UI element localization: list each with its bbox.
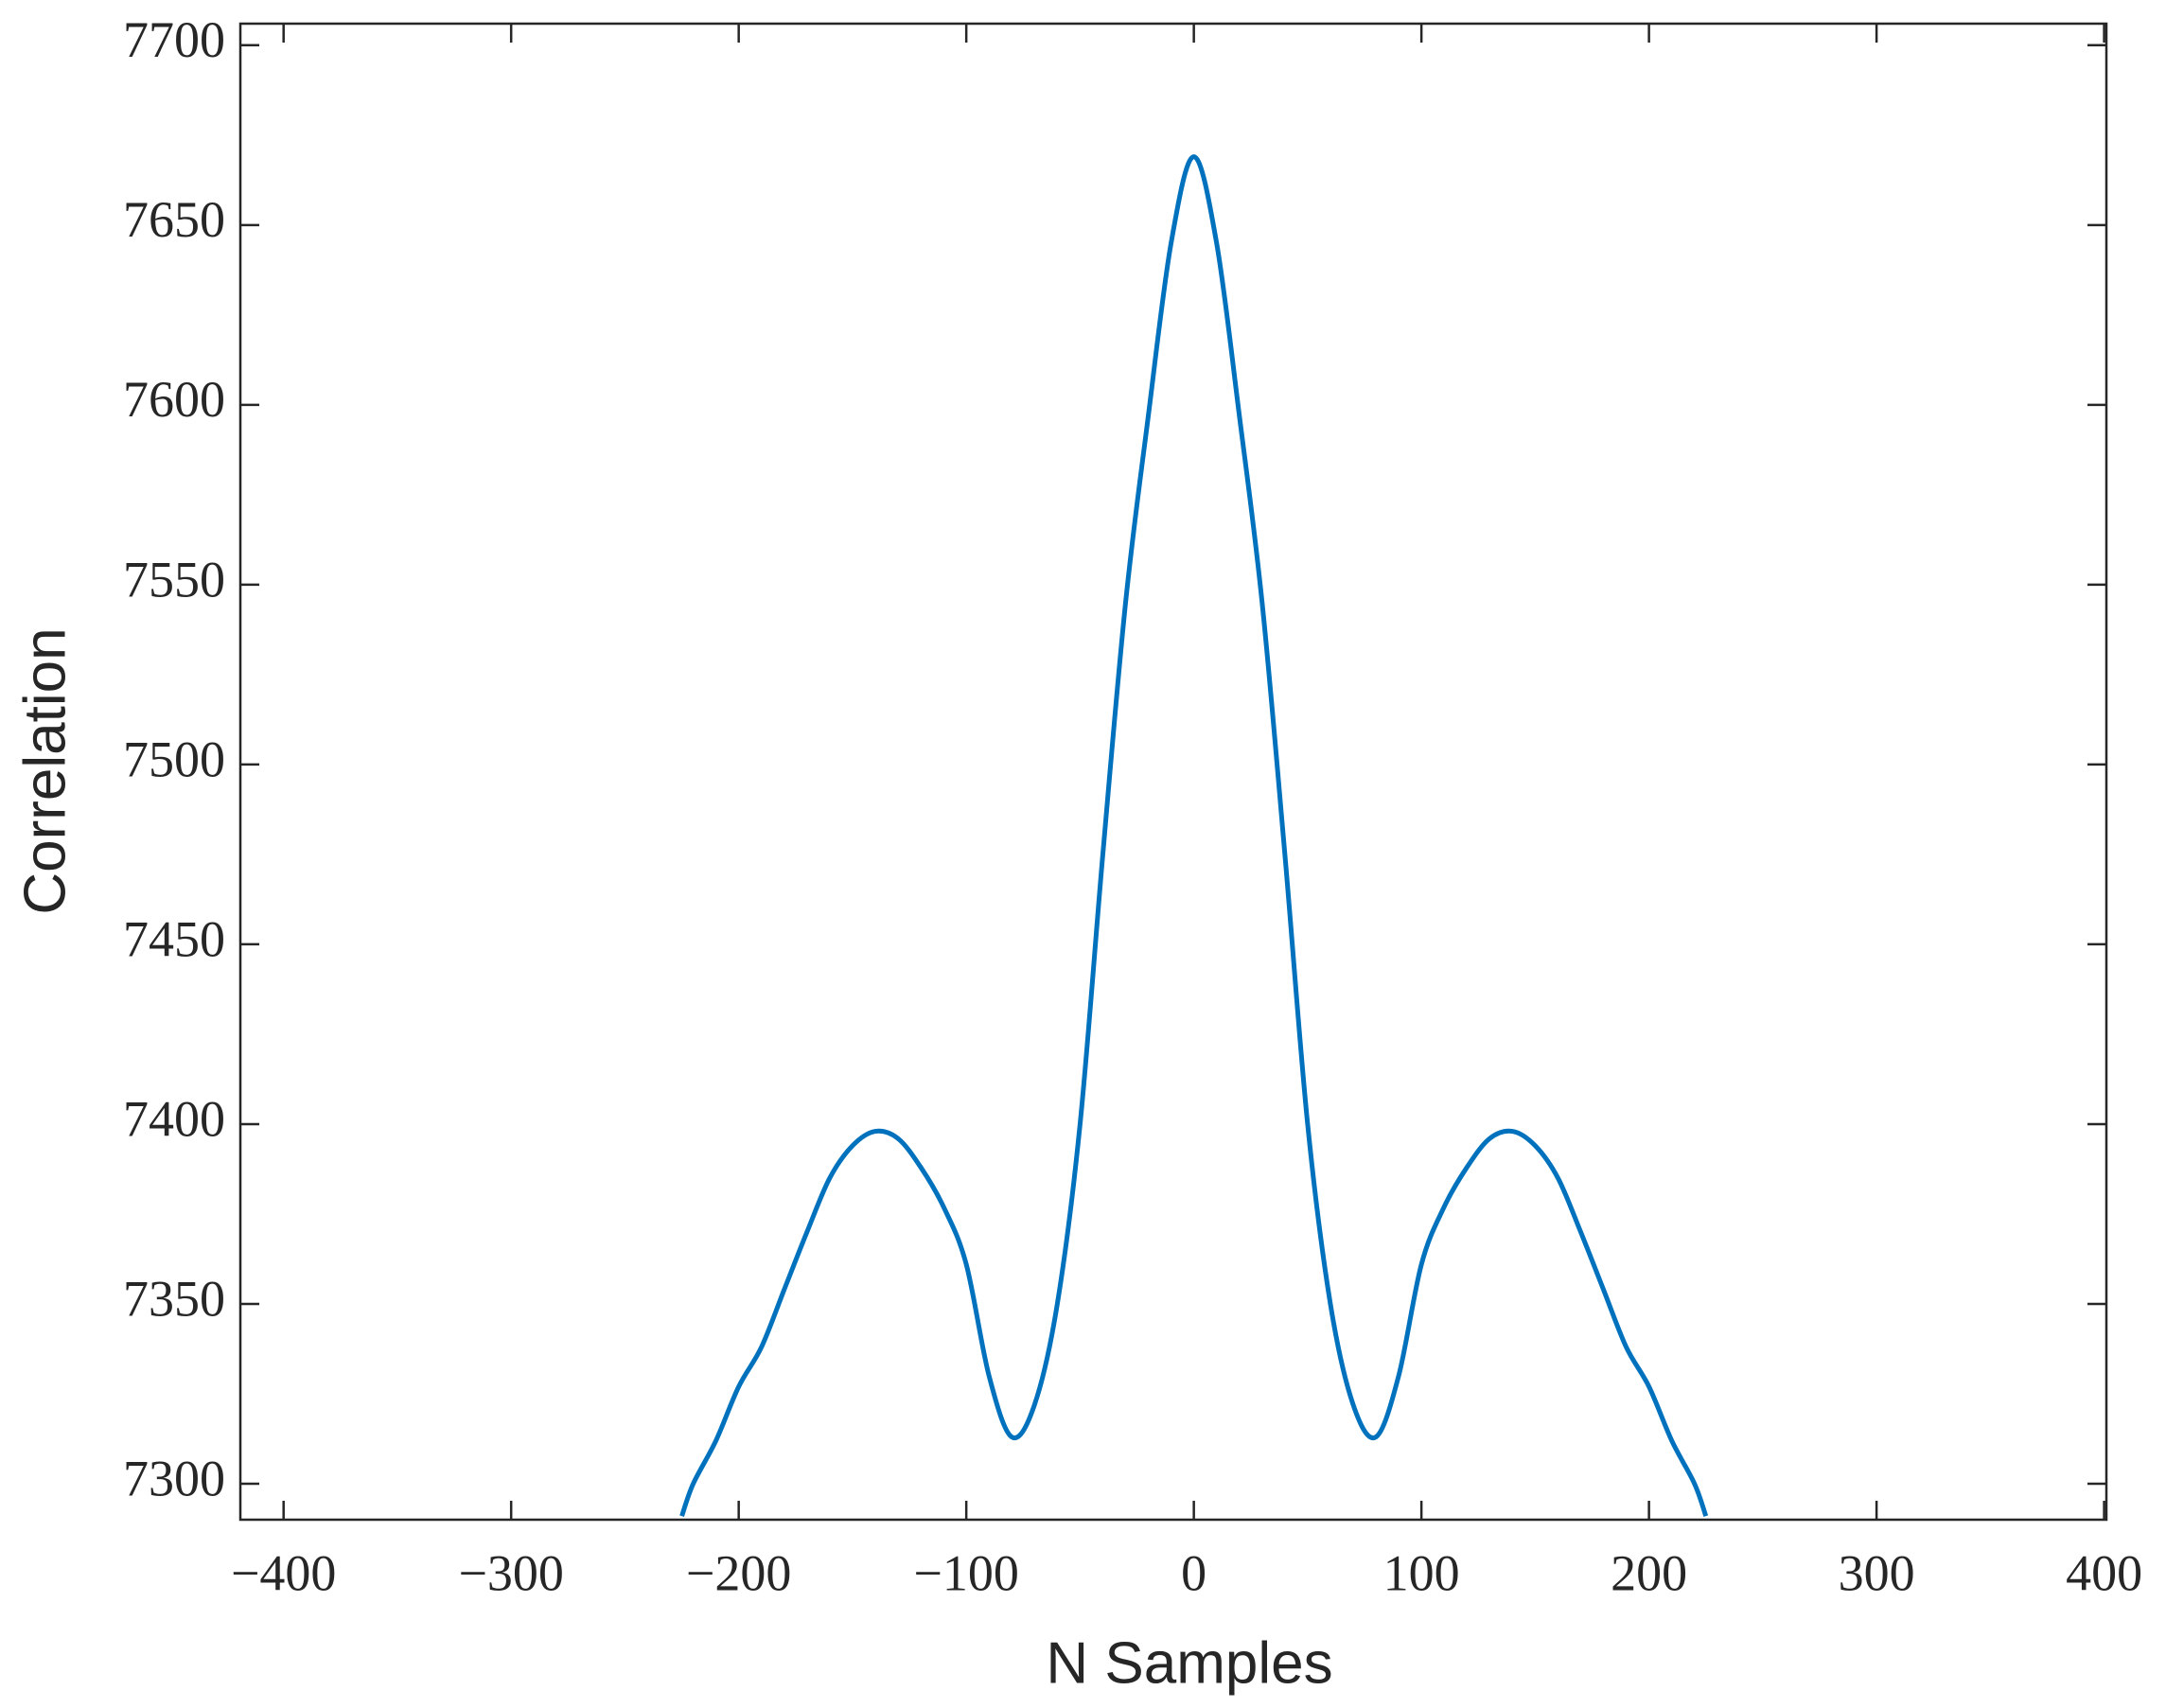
y-tick-label: 7450 xyxy=(123,910,225,967)
x-tick-label: 100 xyxy=(1383,1544,1460,1601)
data-line xyxy=(679,154,1709,1518)
y-tick-label: 7650 xyxy=(123,191,225,248)
x-tick-label: 300 xyxy=(1839,1544,1915,1601)
axes-box xyxy=(238,22,2108,1522)
x-tick-label: −200 xyxy=(686,1544,791,1601)
x-tick-label: 400 xyxy=(2066,1544,2142,1601)
x-tick-label: 200 xyxy=(1611,1544,1687,1601)
y-tick-label: 7600 xyxy=(123,371,225,428)
x-tick-label: −100 xyxy=(913,1544,1018,1601)
x-axis-label: N Samples xyxy=(1046,1630,1332,1696)
y-tick-label: 7700 xyxy=(123,11,225,68)
x-tick-label: −300 xyxy=(458,1544,563,1601)
y-tick-label: 7400 xyxy=(123,1090,225,1147)
y-axis-label: Correlation xyxy=(12,627,78,914)
y-tick-label: 7350 xyxy=(123,1270,225,1327)
y-tick-label: 7550 xyxy=(123,551,225,607)
y-tick-label: 7300 xyxy=(123,1450,225,1506)
x-tick-label: −400 xyxy=(231,1544,336,1601)
x-tick-label: 0 xyxy=(1181,1544,1206,1601)
y-tick-label: 7500 xyxy=(123,731,225,787)
